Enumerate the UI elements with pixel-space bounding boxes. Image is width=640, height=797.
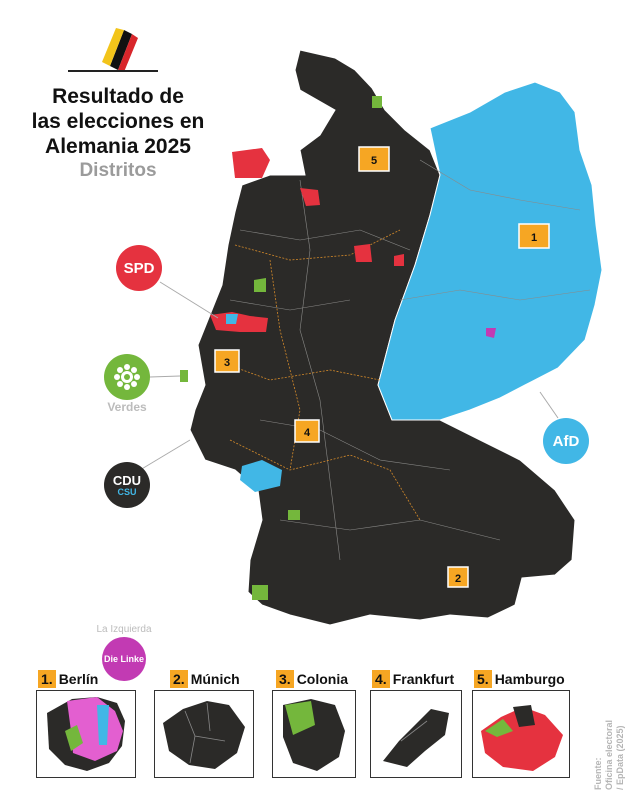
afd-region [377,81,603,421]
inset-title-frankfurt: 4. Frankfurt [372,670,454,688]
inset-city: Colonia [296,671,349,687]
inset-title-hamburg: 5. Hamburgo [474,670,565,688]
header-rule [68,70,158,72]
inset-frankfurt [370,690,462,778]
inset-number: 2. [170,670,188,688]
district-lines [229,159,591,561]
inset-cologne [272,690,356,778]
verdes-district-ruhr [226,314,238,324]
spd-badge: SPD [116,245,162,291]
marker-1-box [518,223,550,249]
source-line-1: Fuente: [593,757,603,791]
inset-title-cologne: 3. Colonia [276,670,348,688]
inset-number: 3. [276,670,294,688]
spd-district-east [394,254,404,266]
inset-number: 4. [372,670,390,688]
inset-number: 1. [38,670,56,688]
cologne-inset-map [283,699,345,771]
linke-badge: Die Linke [102,637,146,681]
afd-label: AfD [552,432,580,450]
spd-district-bremen [300,188,320,206]
verdes-district-kiel [372,96,382,108]
berlin-inset-map [47,697,125,771]
inset-city: Múnich [190,671,240,687]
inset-munich [154,690,254,778]
spd-district-ruhr [210,312,268,332]
cdu-badge: CDU CSU [104,462,150,508]
marker-4-box [294,419,320,443]
verdes-district-freiburg [252,585,268,600]
afd-badge: AfD [543,418,589,464]
linke-caption: La Izquierda [96,624,152,635]
title-line-3: Alemania 2025 [45,135,191,158]
hamburg-inset-map [481,705,563,771]
source-note: Fuente: Oficina electoral / EpData (2025… [593,720,626,790]
marker-1-label: 1 [531,232,537,244]
afd-district-saar [240,460,282,492]
cdu-label: CDU [112,472,142,488]
inset-city: Berlín [58,671,99,687]
marker-5-label: 5 [371,155,377,167]
frankfurt-inset-map [383,709,449,767]
linke-label: Die Linke [103,654,144,664]
verdes-label: Verdes [107,400,147,414]
title-line-1: Resultado de [52,85,184,108]
title-line-2: las elecciones en [31,110,205,133]
inset-berlin [36,690,136,778]
munich-inset-map [163,701,245,769]
inset-title-berlin: 1. Berlín [38,670,98,688]
marker-2-label: 2 [455,573,461,585]
marker-5-box [358,146,390,172]
inset-city: Frankfurt [392,671,455,687]
verdes-district-karlsruhe [288,510,300,520]
spd-district-north [232,148,270,178]
inset-title-munich: 2. Múnich [170,670,240,688]
source-line-3: / EpData (2025) [615,725,625,790]
inset-city: Hamburgo [494,671,565,687]
marker-2-box [447,566,469,588]
marker-4-label: 4 [304,427,311,439]
source-line-2: Oficina electoral [604,719,614,790]
spd-label: SPD [123,259,155,277]
page-subtitle: Distritos [79,160,157,181]
german-flag-icon [102,28,138,70]
verdes-badge [104,354,150,400]
page-title: Resultado de las elecciones en Alemania … [18,84,218,159]
inset-hamburg [472,690,570,778]
verdes-district-aachen [180,370,188,382]
sunflower-icon [114,364,140,390]
inset-number: 5. [474,670,492,688]
verdes-district-muenster [254,278,266,292]
csu-label: CSU [117,486,137,497]
marker-3-box [214,349,240,373]
spd-district-hannover [354,244,372,262]
marker-3-label: 3 [224,357,230,369]
linke-district-leipzig [486,328,496,338]
